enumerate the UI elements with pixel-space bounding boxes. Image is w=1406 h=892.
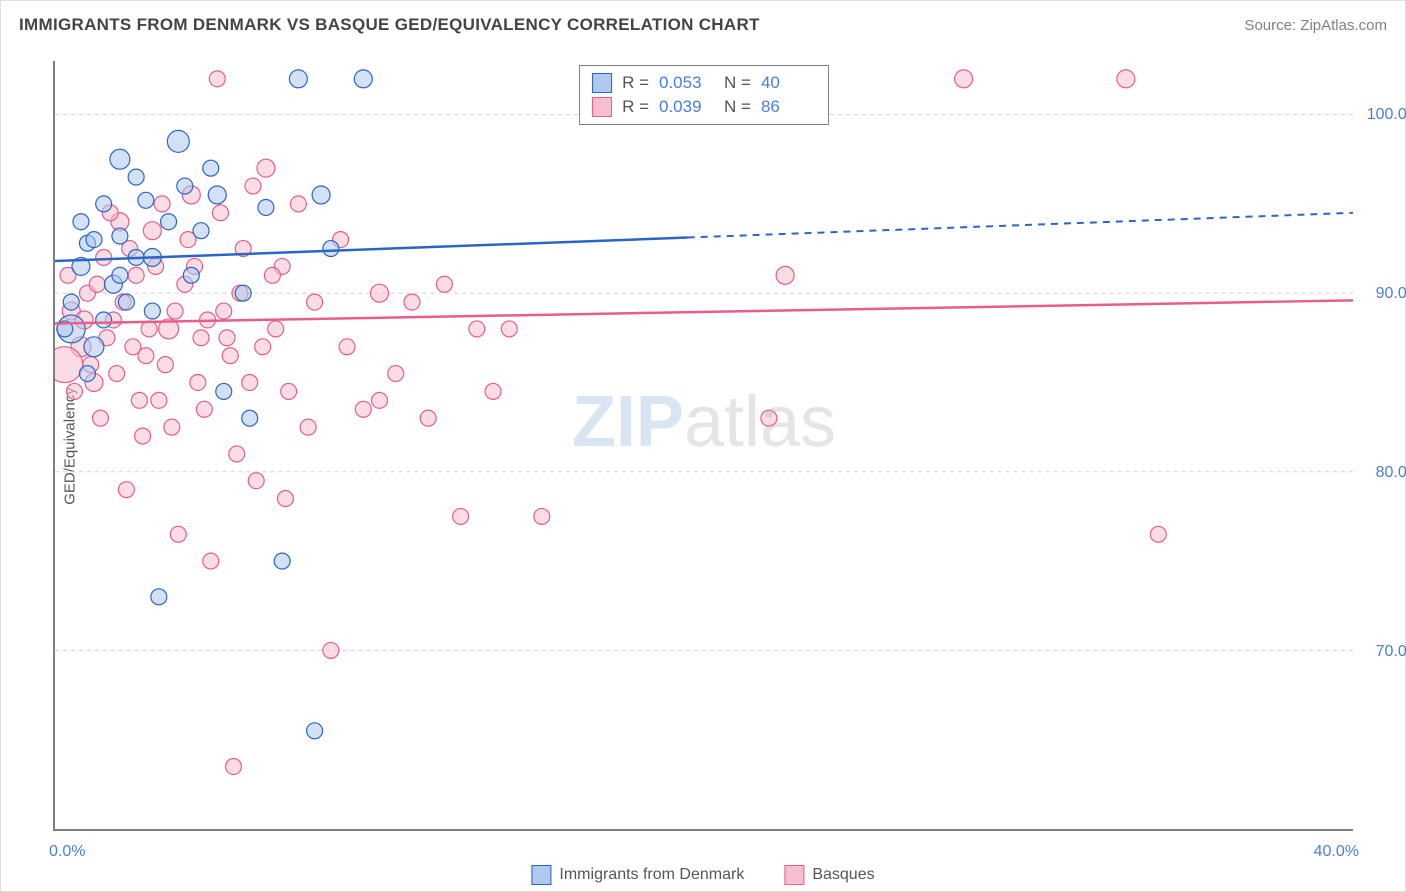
y-tick-label: 80.0%	[1376, 464, 1406, 482]
n-value-basques: 86	[761, 97, 816, 117]
legend-swatch-basques	[592, 97, 612, 117]
legend-swatch-basques-2	[784, 865, 804, 885]
stats-legend: R = 0.053 N = 40 R = 0.039 N = 86	[579, 65, 829, 125]
n-label-2: N =	[724, 97, 751, 117]
legend-item-denmark: Immigrants from Denmark	[531, 865, 744, 885]
n-value-denmark: 40	[761, 73, 816, 93]
chart-header: IMMIGRANTS FROM DENMARK VS BASQUE GED/EQ…	[1, 1, 1405, 49]
bottom-legend: Immigrants from Denmark Basques	[531, 865, 874, 885]
r-value-denmark: 0.053	[659, 73, 714, 93]
x-min-label: 0.0%	[49, 843, 85, 861]
scatter-plot-svg	[55, 61, 1353, 829]
n-label: N =	[724, 73, 751, 93]
y-tick-label: 90.0%	[1376, 285, 1406, 303]
stats-row-basques: R = 0.039 N = 86	[592, 95, 816, 119]
y-tick-label: 70.0%	[1376, 643, 1406, 661]
x-max-label: 40.0%	[1314, 843, 1359, 861]
legend-swatch-denmark-2	[531, 865, 551, 885]
r-value-basques: 0.039	[659, 97, 714, 117]
r-label: R =	[622, 73, 649, 93]
plot-area: ZIPatlas R = 0.053 N = 40 R = 0.039 N = …	[53, 61, 1353, 831]
chart-source: Source: ZipAtlas.com	[1244, 17, 1387, 34]
y-tick-label: 100.0%	[1367, 106, 1406, 124]
legend-label-denmark: Immigrants from Denmark	[559, 866, 744, 884]
chart-container: IMMIGRANTS FROM DENMARK VS BASQUE GED/EQ…	[0, 0, 1406, 892]
legend-item-basques: Basques	[784, 865, 874, 885]
stats-row-denmark: R = 0.053 N = 40	[592, 71, 816, 95]
legend-label-basques: Basques	[812, 866, 874, 884]
chart-title: IMMIGRANTS FROM DENMARK VS BASQUE GED/EQ…	[19, 15, 760, 35]
r-label-2: R =	[622, 97, 649, 117]
legend-swatch-denmark	[592, 73, 612, 93]
